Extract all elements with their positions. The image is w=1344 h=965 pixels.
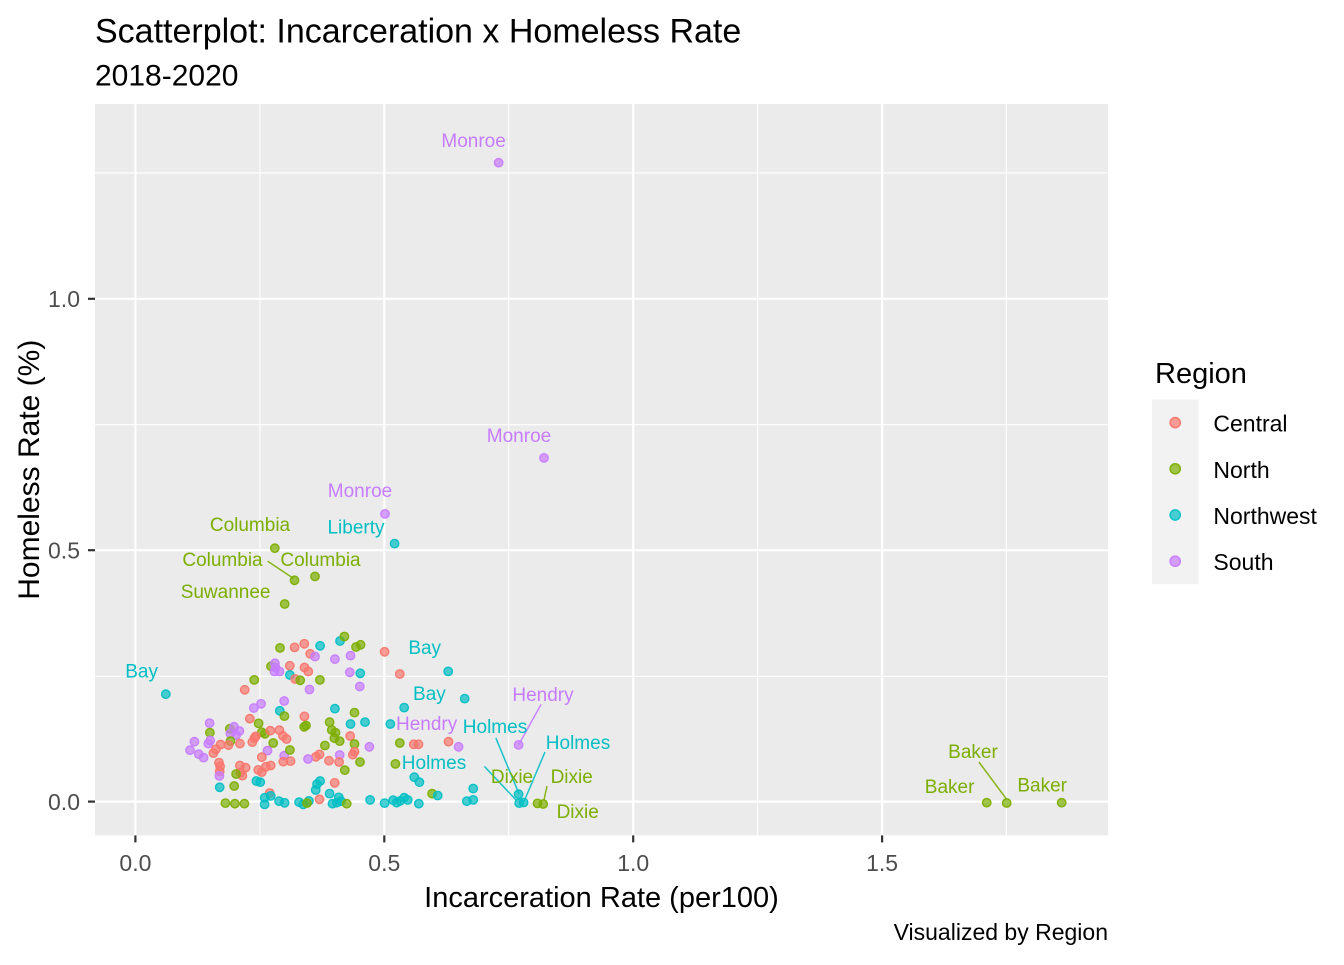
svg-text:Hendry: Hendry	[396, 714, 458, 735]
svg-text:Columbia: Columbia	[210, 515, 291, 536]
svg-text:Holmes: Holmes	[463, 717, 527, 738]
svg-text:Scatterplot: Incarceration x H: Scatterplot: Incarceration x Homeless Ra…	[95, 12, 741, 50]
svg-text:0.0: 0.0	[119, 850, 151, 876]
svg-text:Suwannee: Suwannee	[181, 582, 271, 603]
svg-text:Holmes: Holmes	[546, 733, 610, 754]
svg-text:South: South	[1213, 549, 1273, 575]
svg-text:0.5: 0.5	[368, 850, 400, 876]
svg-text:Monroe: Monroe	[487, 426, 551, 447]
svg-text:Baker: Baker	[925, 777, 975, 798]
svg-text:2018-2020: 2018-2020	[95, 60, 238, 93]
svg-text:1.0: 1.0	[617, 850, 649, 876]
svg-text:0.0: 0.0	[48, 789, 80, 815]
svg-text:Dixie: Dixie	[491, 767, 533, 788]
svg-text:Baker: Baker	[948, 742, 998, 763]
svg-text:Holmes: Holmes	[402, 753, 466, 774]
svg-text:Homeless Rate (%): Homeless Rate (%)	[13, 340, 46, 600]
svg-text:Visualized by Region: Visualized by Region	[894, 919, 1108, 945]
svg-text:North: North	[1213, 457, 1269, 483]
svg-text:Columbia: Columbia	[182, 550, 263, 571]
svg-text:Region: Region	[1155, 358, 1247, 390]
svg-text:Dixie: Dixie	[551, 767, 593, 788]
svg-text:Baker: Baker	[1017, 776, 1067, 797]
svg-text:Monroe: Monroe	[328, 481, 392, 502]
svg-text:Liberty: Liberty	[327, 518, 385, 539]
svg-text:Columbia: Columbia	[280, 550, 361, 571]
svg-text:1.5: 1.5	[866, 850, 898, 876]
svg-text:Bay: Bay	[125, 662, 158, 683]
svg-text:Monroe: Monroe	[441, 131, 505, 152]
svg-text:Bay: Bay	[413, 684, 446, 705]
svg-text:Central: Central	[1213, 411, 1287, 437]
svg-text:Incarceration Rate (per100): Incarceration Rate (per100)	[424, 882, 779, 914]
svg-text:Bay: Bay	[408, 638, 441, 659]
svg-text:Northwest: Northwest	[1213, 503, 1317, 529]
svg-text:0.5: 0.5	[48, 537, 80, 563]
svg-text:Hendry: Hendry	[512, 685, 574, 706]
svg-text:1.0: 1.0	[48, 286, 80, 312]
svg-text:Dixie: Dixie	[557, 802, 599, 823]
